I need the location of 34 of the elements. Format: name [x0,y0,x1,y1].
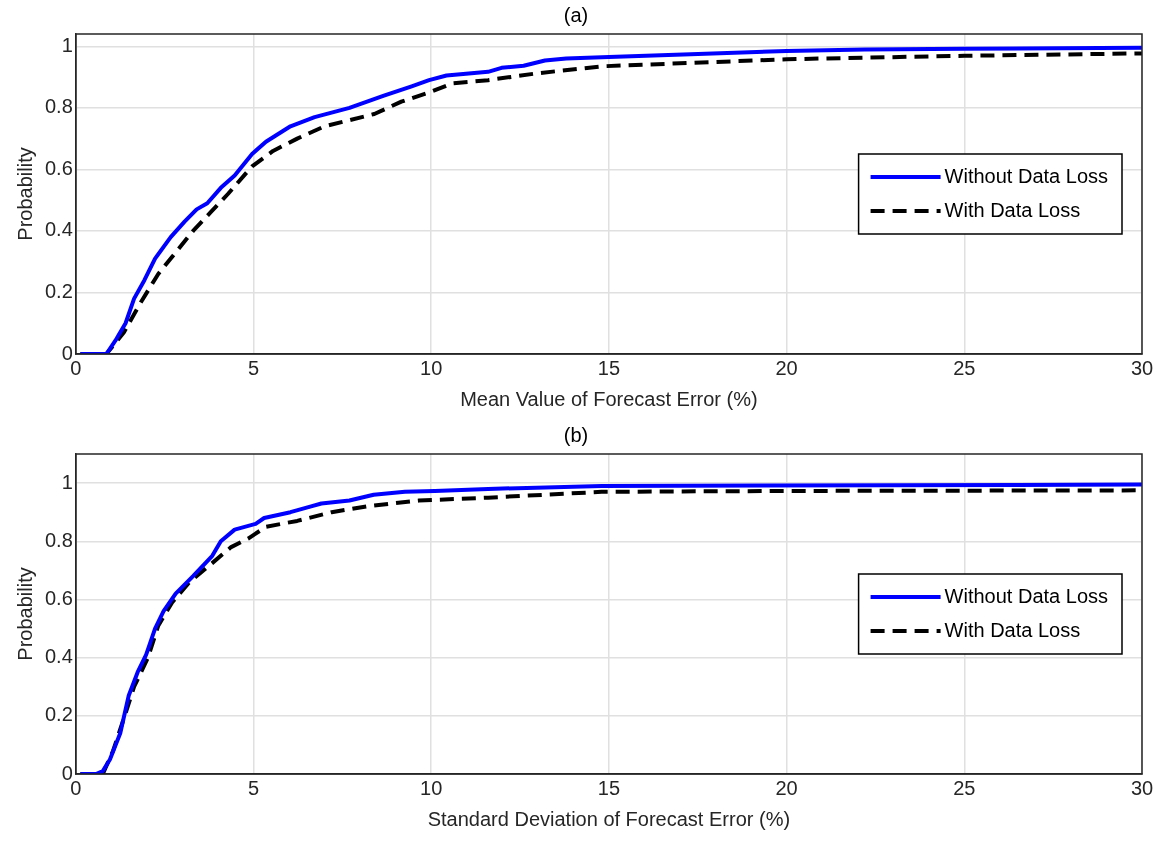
x-tick-label: 5 [247,356,260,379]
x-tick-label: 25 [953,356,976,379]
y-tick-label: 0.2 [44,279,73,302]
x-tick-label: 25 [953,776,976,799]
legend-label: With Data Loss [944,618,1081,641]
chart-title: (a) [563,3,589,26]
y-axis-title: Probability [13,567,36,661]
x-tick-label: 15 [597,356,621,379]
x-axis-title: Standard Deviation of Forecast Error (%) [427,807,791,830]
x-tick-label: 10 [420,356,443,379]
y-tick-label: 1 [61,33,73,56]
y-tick-label: 0 [61,341,73,364]
x-tick-label: 10 [420,776,443,799]
x-tick-label: 15 [597,776,621,799]
legend-label: Without Data Loss [944,584,1109,607]
y-tick-label: 0.8 [44,528,73,551]
y-axis-title: Probability [13,147,36,241]
x-axis-title: Mean Value of Forecast Error (%) [460,387,758,410]
chart-title: (b) [563,423,589,446]
x-tick-label: 20 [775,356,798,379]
y-tick-label: 0.6 [44,586,73,609]
y-tick-label: 0.8 [44,95,73,118]
x-tick-label: 20 [775,776,798,799]
y-tick-label: 0.2 [44,703,73,726]
y-tick-label: 0.6 [44,156,73,179]
y-tick-label: 0.4 [44,218,73,241]
legend-label: Without Data Loss [944,164,1109,187]
y-tick-label: 0.4 [44,645,73,668]
y-tick-label: 0 [61,761,73,784]
x-tick-label: 30 [1130,356,1154,379]
legend-label: With Data Loss [944,198,1081,221]
x-tick-label: 30 [1130,776,1154,799]
x-tick-label: 5 [247,776,260,799]
y-tick-label: 1 [61,470,73,493]
